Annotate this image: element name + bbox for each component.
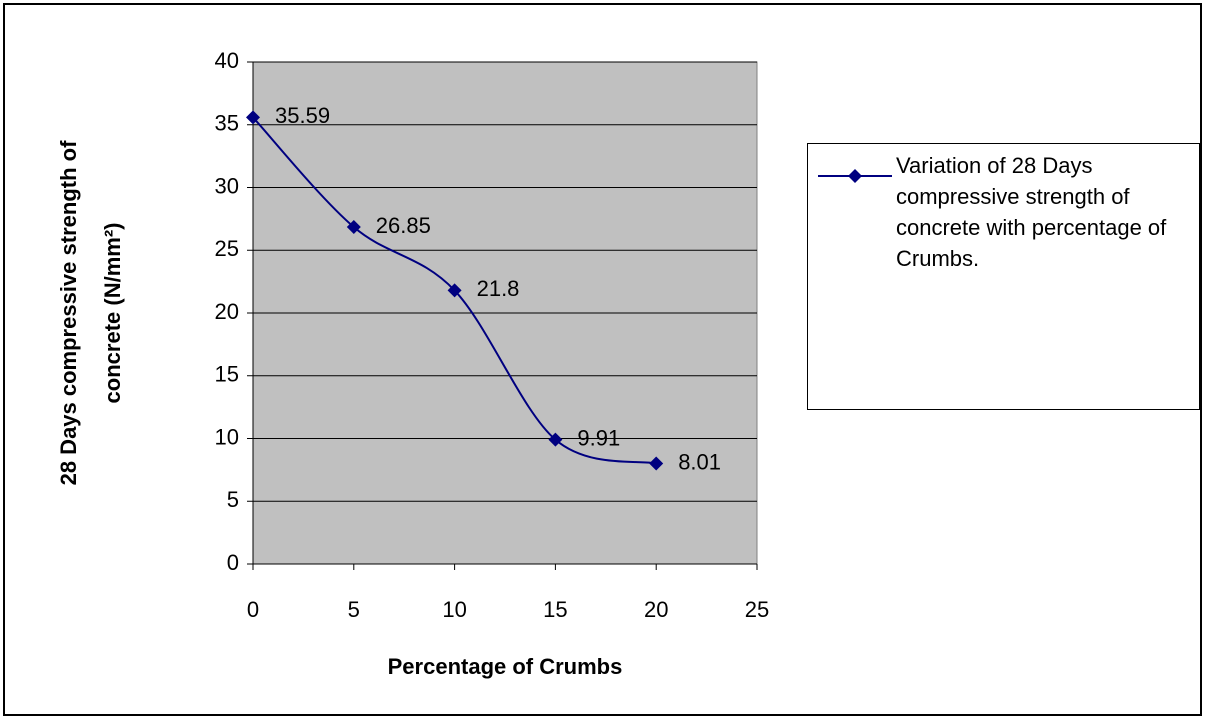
data-point [447,283,462,298]
legend-marker [848,169,862,183]
y-axis-title: concrete (N/mm²) [100,223,125,404]
y-axis-title: 28 Days compressive strength of [56,140,81,485]
y-tick-label: 15 [215,362,239,387]
x-tick-label: 0 [247,597,259,622]
legend-label: Variation of 28 Days compressive strengt… [896,153,1167,271]
y-tick-label: 0 [227,550,239,575]
data-label: 26.85 [376,213,431,238]
data-label: 9.91 [577,425,620,450]
data-label: 21.8 [477,276,520,301]
chart-frame [3,3,1202,716]
data-point [246,110,260,125]
data-point [649,456,664,471]
y-tick-label: 35 [215,111,239,136]
legend: Variation of 28 Days compressive strengt… [807,143,1200,410]
data-label: 35.59 [275,103,330,128]
x-tick-label: 10 [442,597,466,622]
x-axis-title: Percentage of Crumbs [388,654,623,679]
y-tick-label: 5 [227,487,239,512]
x-tick-label: 20 [644,597,668,622]
x-tick-label: 25 [745,597,769,622]
data-label: 8.01 [678,449,721,474]
y-tick-label: 20 [215,299,239,324]
data-point [548,432,563,447]
y-tick-label: 30 [215,173,239,198]
x-tick-label: 15 [543,597,567,622]
legend-symbol [818,169,892,183]
x-tick-label: 5 [348,597,360,622]
data-point [346,220,361,235]
y-tick-label: 25 [215,236,239,261]
y-tick-label: 40 [215,48,239,73]
y-tick-label: 10 [215,424,239,449]
